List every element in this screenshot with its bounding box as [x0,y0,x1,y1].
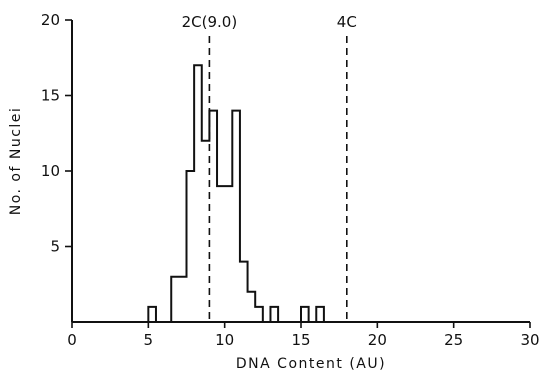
histogram-bin [209,111,217,322]
histogram-bin [225,186,233,322]
histogram-bin [179,277,187,322]
histogram-bins [148,65,324,322]
histogram-bin [148,307,156,322]
x-ticks: 0 5 10 15 20 25 30 [67,322,540,349]
reference-lines: 2C(9.0) 4C [182,13,357,322]
x-axis-label: DNA Content (AU) [236,356,386,372]
x-tick-label: 0 [67,331,77,349]
y-tick-label: 20 [41,11,60,29]
histogram-bin [187,171,195,322]
axes [71,20,530,323]
y-ticks: 5 10 15 20 [41,11,72,256]
x-tick-label: 5 [144,331,154,349]
y-tick-label: 15 [41,87,60,105]
histogram-bin [301,307,309,322]
reference-line-label: 2C(9.0) [182,13,238,31]
y-tick-label: 5 [50,238,60,256]
reference-line-label: 4C [337,13,357,31]
x-tick-label: 15 [291,331,310,349]
histogram-bin [232,111,240,322]
histogram-bin [240,262,248,322]
histogram-bin [316,307,324,322]
histogram-bin [217,186,225,322]
histogram-outline [147,64,325,322]
x-tick-label: 10 [215,331,234,349]
histogram-bin [171,277,179,322]
x-tick-label: 30 [520,331,539,349]
y-tick-label: 10 [41,162,60,180]
y-axis-label: No. of Nuclei [8,107,24,216]
x-tick-label: 25 [444,331,463,349]
histogram-bin [194,65,202,322]
histogram-bin [270,307,278,322]
histogram-bin [202,141,210,322]
x-tick-label: 20 [368,331,387,349]
histogram-bin [248,292,256,322]
histogram-bin [255,307,263,322]
